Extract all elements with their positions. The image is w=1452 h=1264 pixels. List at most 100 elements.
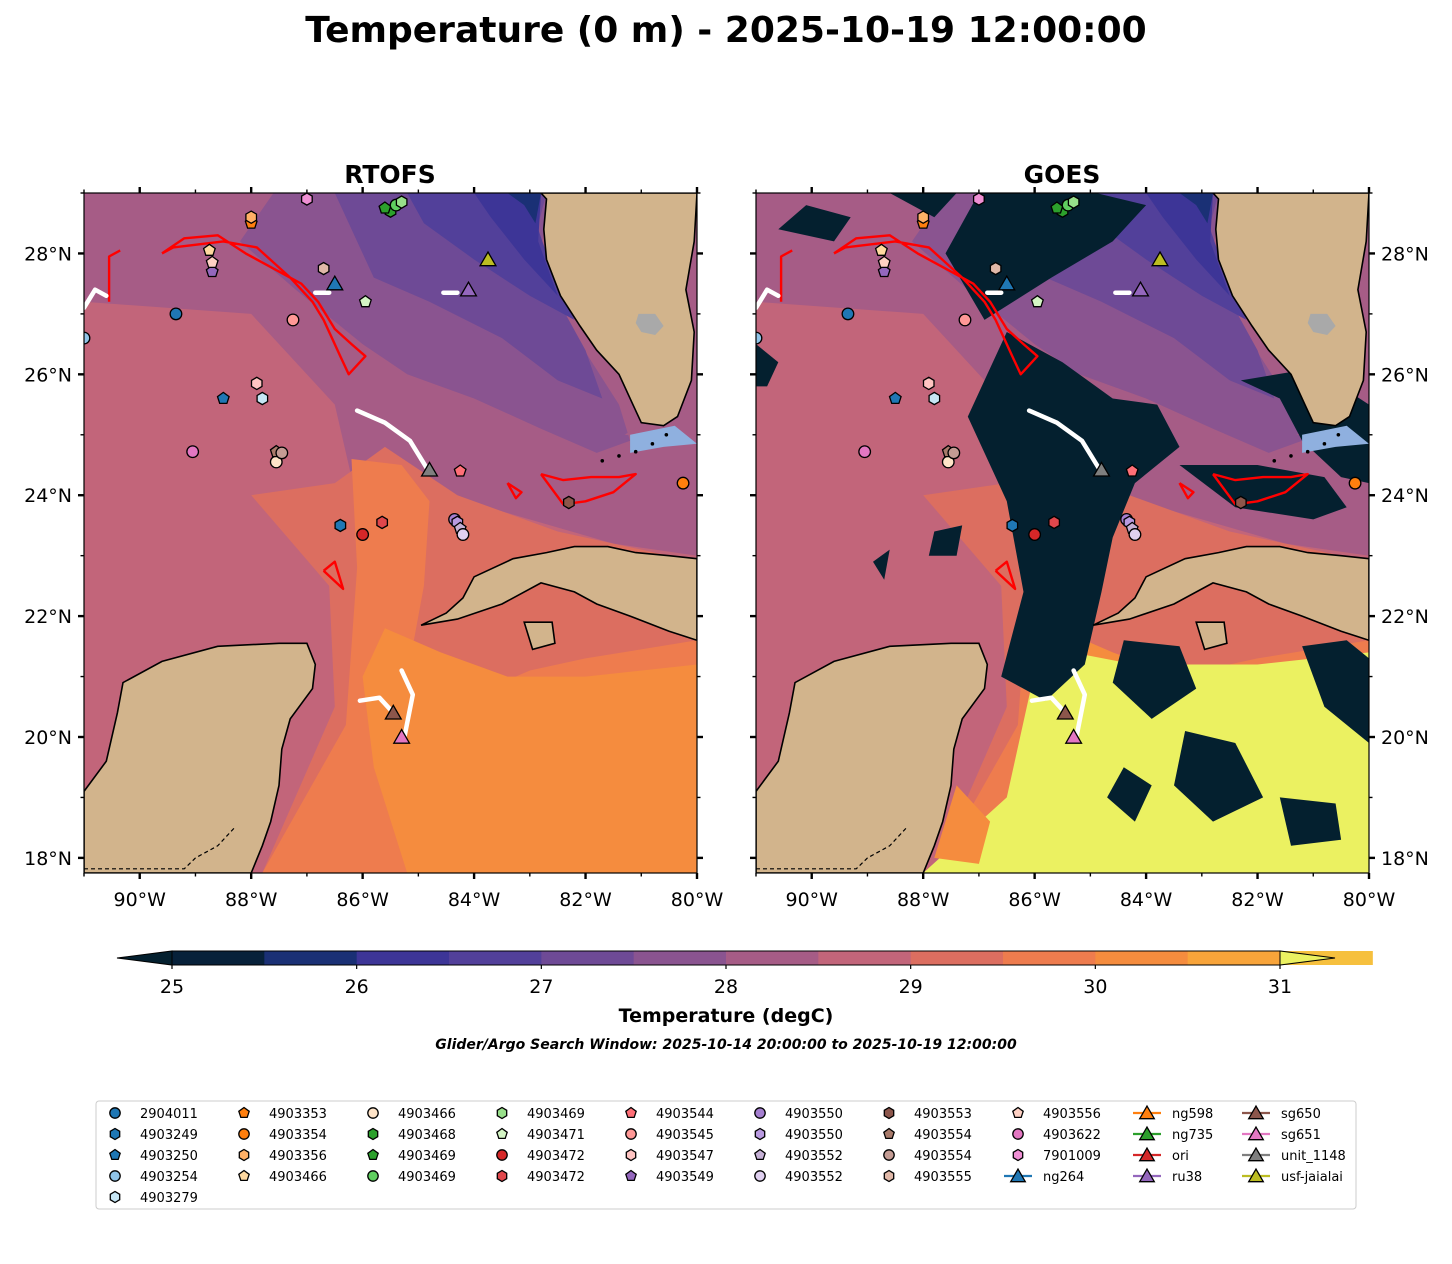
legend-label-4903469: 4903469 (398, 1170, 456, 1185)
red-contour-4 (107, 249, 121, 302)
red-contour-2 (506, 482, 523, 500)
argo-marker-4903556-29 (205, 255, 219, 269)
legend-label-4903469: 4903469 (527, 1107, 585, 1122)
glider-marker-ng264-32 (997, 274, 1016, 291)
legend-label-4903249: 4903249 (140, 1128, 198, 1143)
cloud-mask-3 (1179, 465, 1347, 520)
land-yucatan (756, 642, 989, 873)
legend-marker-4903552-5-2 (754, 1148, 766, 1161)
florida-key-0 (1272, 458, 1277, 463)
cloud-mask-4 (778, 205, 851, 242)
glider-marker-ru38-36 (1131, 280, 1150, 297)
colorbar-segment-8 (910, 951, 1004, 965)
colorbar: 25 26 27 28 29 30 31 (116, 950, 1373, 998)
argo-marker-4903552-24 (456, 528, 470, 541)
argo-marker-4903472-16 (376, 515, 389, 530)
legend-label-ori: ori (1172, 1149, 1189, 1164)
legend-label-usf-jaialai: usf-jaialai (1281, 1170, 1343, 1185)
land-isla (1195, 621, 1228, 651)
land-florida (1211, 193, 1369, 427)
argo-marker-4903555-28 (317, 261, 330, 276)
legend-marker-ng598-8-0 (1138, 1104, 1156, 1120)
argo-marker-4903356-7 (917, 210, 930, 225)
legend-marker-4903544-4-0 (625, 1106, 637, 1119)
rtofs-map-panel: RTOFS 90°W 88°W 86°W 84°W 82°W 80°W 18°N 20°N 22… (24, 160, 723, 911)
legend-marker-sg651-9-1 (1247, 1125, 1265, 1141)
colorbar-segment-6 (726, 951, 819, 965)
legend-label-ng735: ng735 (1172, 1128, 1213, 1143)
legend-label-4903471: 4903471 (527, 1128, 585, 1143)
legend-frame (95, 1100, 1357, 1210)
cloud-mask-10 (1302, 640, 1369, 743)
legend-label-4903472: 4903472 (527, 1170, 585, 1185)
rtofs-axis-ticks: 90°W 88°W 86°W 84°W 82°W 80°W 18°N 20°N 22°N 24°N… (24, 187, 723, 911)
legend-label-4903554: 4903554 (914, 1149, 972, 1164)
legend-marker-4903554-6-2 (883, 1149, 895, 1161)
country-border (756, 827, 907, 870)
legend-label-4903553: 4903553 (914, 1107, 972, 1122)
colorbar-segment-2 (356, 951, 450, 965)
legend-label-4903466: 4903466 (398, 1107, 456, 1122)
goes-observation-markers (756, 193, 1362, 744)
argo-marker-4903471-14 (1030, 294, 1044, 308)
lake-okeechobee (1307, 313, 1336, 335)
rtofs-glider-tracks (84, 287, 460, 740)
legend-marker-usf-jaialai-9-3 (1247, 1167, 1265, 1183)
argo-marker-4903356-7 (245, 210, 258, 225)
rtofs-map-area (84, 193, 697, 873)
panel-title-rtofs: RTOFS (344, 160, 436, 189)
colorbar-segment-1 (264, 951, 358, 965)
colorbar-under-extension (116, 950, 173, 966)
argo-marker-4903549-20 (205, 264, 219, 278)
rtofs-axes-frame (83, 192, 698, 874)
lake-okeechobee (635, 313, 664, 335)
glider-marker-unit_1148-39 (1092, 461, 1111, 477)
cloud-mask-7 (928, 525, 963, 556)
argo-marker-7901009-31 (972, 193, 985, 206)
legend-marker-2904011-0-0 (109, 1107, 121, 1119)
legend-label-sg650: sg650 (1281, 1107, 1321, 1122)
argo-marker-4903466-8 (202, 243, 216, 256)
glider-marker-sg651-38 (392, 728, 411, 744)
shallow-shelf (630, 425, 697, 453)
cloud-mask-13 (1279, 797, 1342, 846)
cloud-mask-8 (873, 549, 890, 580)
argo-marker-4903545-18 (958, 313, 972, 327)
legend-marker-ng264-7-3 (1009, 1167, 1027, 1183)
glider-track-sg650 (357, 695, 396, 716)
argo-marker-2904011-0 (841, 307, 855, 321)
colorbar-tick-label-3: 28 (714, 976, 738, 998)
legend-marker-ru38-8-3 (1138, 1167, 1156, 1183)
legend-marker-4903552-5-3 (754, 1170, 766, 1182)
legend-marker-4903547-4-2 (625, 1148, 637, 1162)
florida-key-1 (1289, 454, 1293, 458)
colorbar-segment-0 (172, 951, 265, 965)
argo-marker-4903250-2 (888, 391, 902, 405)
legend-label-4903279: 4903279 (140, 1191, 198, 1206)
ytick-label-0: 18°N (1381, 848, 1429, 870)
colorbar-tick-label-1: 26 (345, 976, 369, 998)
ytick-label-3: 24°N (24, 485, 72, 507)
sst-warm-south (923, 646, 1369, 873)
glider-marker-usf-jaialai-40 (478, 250, 498, 267)
legend-marker-4903554-6-1 (883, 1127, 895, 1140)
legend-label-4903550: 4903550 (785, 1128, 843, 1143)
glider-track-sg650 (1029, 695, 1068, 716)
legend-label-4903469: 4903469 (398, 1149, 456, 1164)
legend-label-4903554: 4903554 (914, 1128, 972, 1143)
goes-map-panel: GOES 90°W 88°W 86°W 84°W 82°W 80°W 18°N 20°N 22°… (750, 160, 1429, 911)
glider-track-unit_1148 (354, 408, 429, 471)
glider-track-sg651 (399, 668, 416, 740)
argo-marker-4903354-6 (676, 476, 690, 490)
ytick-label-1: 20°N (1381, 727, 1429, 749)
xtick-label-1: 88°W (897, 889, 950, 911)
argo-marker-4903472-15 (356, 528, 370, 541)
legend-label-ng264: ng264 (1043, 1170, 1084, 1185)
colorbar-segment-10 (1095, 951, 1189, 965)
legend-marker-4903249-0-1 (109, 1127, 121, 1141)
argo-marker-4903549-20 (877, 264, 891, 278)
argo-marker-4903552-24 (1128, 528, 1142, 541)
legend-marker-4903356-1-2 (238, 1148, 250, 1162)
argo-marker-4903554-27 (947, 446, 961, 460)
argo-marker-4903279-4 (256, 391, 269, 406)
